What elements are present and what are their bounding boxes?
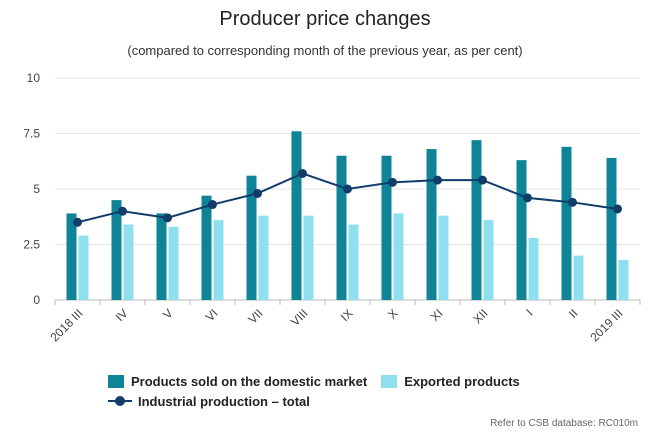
point-industrial (163, 213, 172, 223)
point-industrial (73, 217, 82, 227)
x-tick-label: X (385, 306, 401, 322)
bar-exported (258, 215, 269, 300)
bar-domestic (561, 146, 572, 300)
bar-domestic (246, 175, 257, 300)
legend-label-exported: Exported products (404, 373, 520, 389)
legend-swatch-industrial (108, 394, 132, 408)
bar-exported (393, 213, 404, 300)
bar-domestic (426, 149, 437, 300)
point-industrial (568, 197, 577, 207)
x-tick-label: II (566, 306, 581, 321)
point-industrial (478, 175, 487, 185)
bar-exported (168, 226, 179, 300)
chart-title: Producer price changes (219, 8, 431, 30)
x-tick-label: XI (428, 306, 446, 324)
legend-item-industrial[interactable]: Industrial production – total (108, 394, 310, 409)
bar-exported (348, 224, 359, 300)
bar-domestic (606, 157, 617, 300)
bar-domestic (66, 213, 77, 300)
bar-domestic (111, 200, 122, 300)
legend-swatch-exported (381, 374, 398, 388)
x-tick-label: XII (470, 306, 490, 326)
legend-item-domestic[interactable]: Products sold on the domestic market (108, 374, 367, 389)
x-tick-label: IX (338, 306, 356, 324)
legend-item-exported[interactable]: Exported products (381, 374, 520, 389)
x-tick-label: VI (203, 306, 221, 324)
bar-domestic (336, 155, 347, 300)
point-industrial (343, 184, 352, 194)
source-note: Refer to CSB database: RC010m (490, 418, 638, 429)
x-tick-label: IV (113, 306, 131, 324)
bar-exported (303, 215, 314, 300)
point-industrial (613, 204, 622, 214)
bar-domestic (291, 131, 302, 300)
bar-exported (123, 224, 134, 300)
x-tick-label: 2019 III (587, 306, 625, 344)
legend-label-industrial: Industrial production – total (138, 393, 310, 409)
point-industrial (433, 175, 442, 185)
bar-exported (78, 235, 89, 300)
bar-exported (483, 220, 494, 300)
bar-exported (438, 215, 449, 300)
bar-exported (573, 255, 584, 300)
bar-exported (618, 260, 629, 300)
x-tick-label: VII (245, 306, 265, 326)
x-tick-label: VIII (288, 306, 311, 329)
legend-label-domestic: Products sold on the domestic market (131, 373, 368, 389)
point-industrial (523, 193, 532, 203)
point-industrial (388, 177, 397, 187)
bar-domestic (201, 195, 212, 300)
point-industrial (208, 200, 217, 210)
bar-domestic (156, 213, 167, 300)
chart-subtitle: (compared to corresponding month of the … (127, 43, 523, 58)
point-industrial (298, 168, 307, 178)
y-tick-label: 10 (27, 71, 41, 85)
x-tick-label: I (523, 306, 535, 318)
bar-domestic (516, 160, 527, 300)
y-tick-label: 7.5 (23, 127, 40, 141)
legend-swatch-domestic (108, 374, 124, 388)
y-tick-label: 5 (33, 182, 40, 196)
bar-exported (213, 220, 224, 300)
point-industrial (118, 206, 127, 216)
bar-domestic (471, 140, 482, 300)
point-industrial (253, 188, 262, 198)
x-tick-label: V (160, 306, 176, 322)
chart-legend: Products sold on the domestic market Exp… (108, 371, 534, 411)
bar-domestic (381, 155, 392, 300)
y-tick-label: 2.5 (23, 238, 40, 252)
y-tick-label: 0 (33, 293, 40, 307)
x-tick-label: 2018 III (47, 306, 85, 344)
bar-exported (528, 237, 539, 300)
